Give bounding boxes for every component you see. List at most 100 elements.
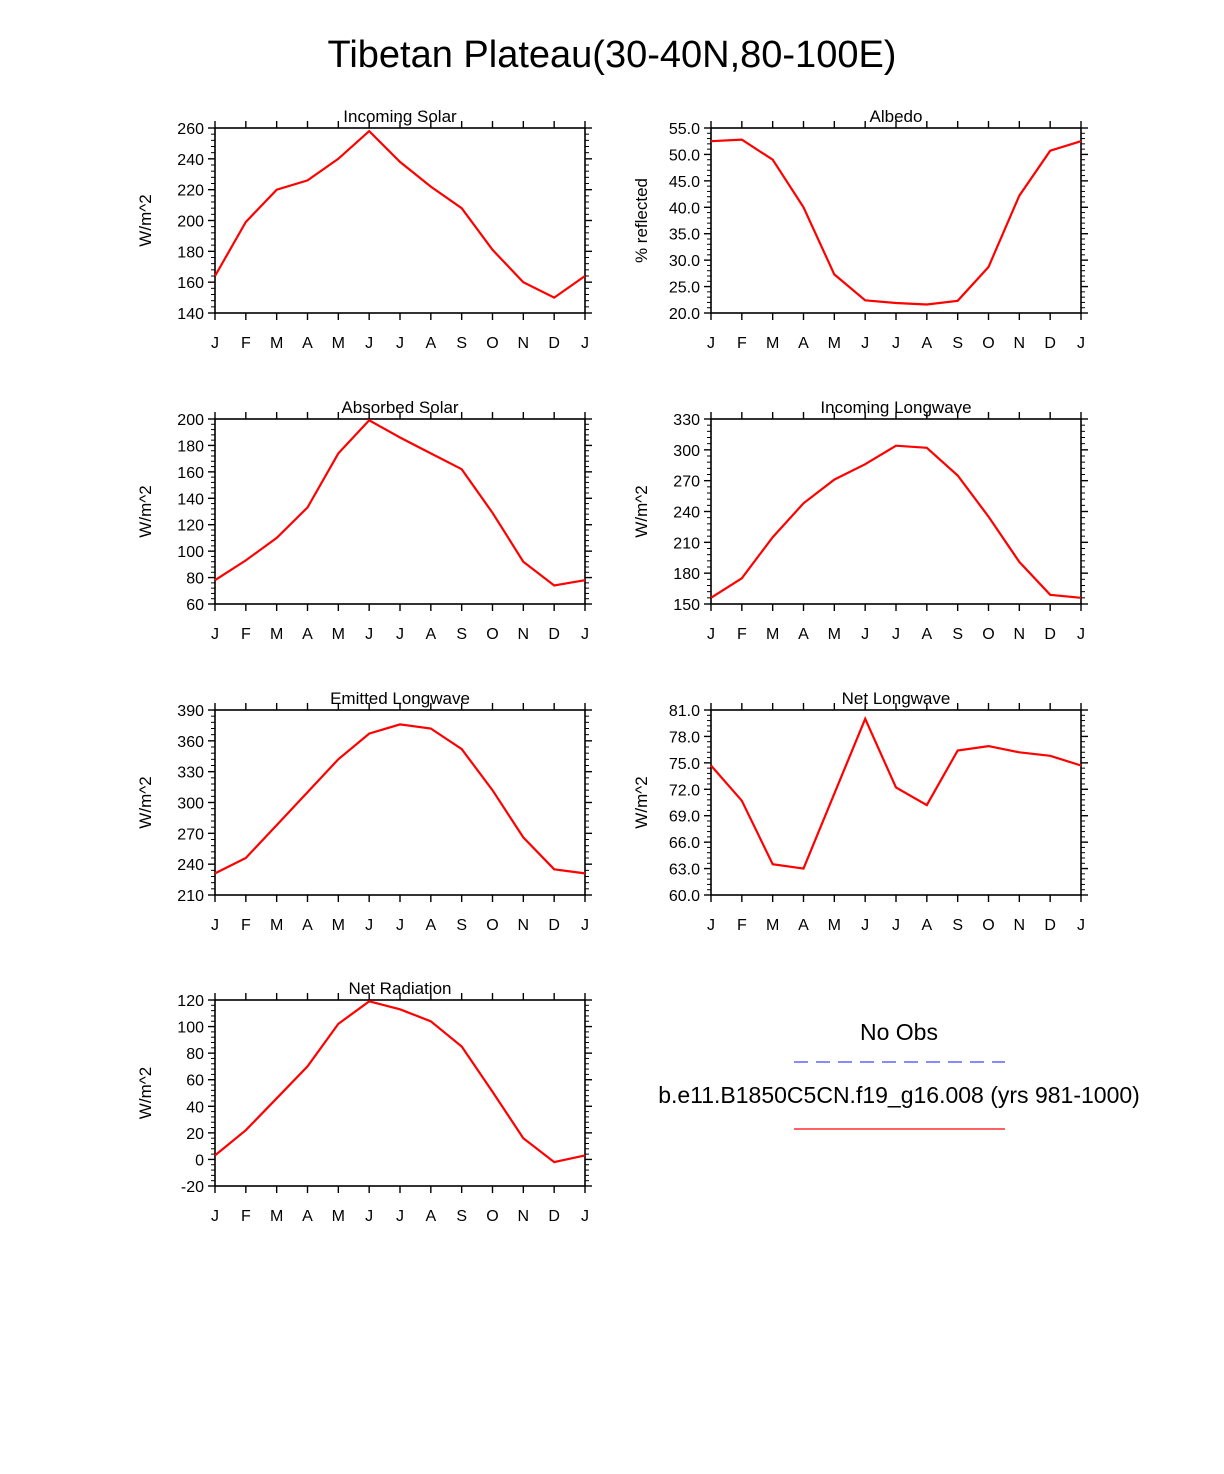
x-tick-label: J <box>581 335 589 352</box>
panel-title-incoming-longwave: Incoming Longwave <box>820 398 971 417</box>
x-tick-label: J <box>707 335 715 352</box>
x-tick-label: A <box>798 626 809 643</box>
panel-title-emitted-longwave: Emitted Longwave <box>330 689 470 708</box>
y-tick-label: 300 <box>177 796 204 813</box>
x-tick-label: O <box>486 626 498 643</box>
x-tick-label: S <box>456 335 467 352</box>
x-tick-label: J <box>707 626 715 643</box>
x-tick-label: J <box>1077 335 1085 352</box>
y-tick-label: 360 <box>177 734 204 751</box>
x-tick-label: J <box>861 626 869 643</box>
x-tick-label: F <box>737 917 747 934</box>
y-tick-label: 140 <box>177 306 204 323</box>
y-tick-label: 60 <box>186 1073 204 1090</box>
y-tick-label: 20 <box>186 1126 204 1143</box>
y-axis-label-absorbed-solar: W/m^2 <box>136 485 155 537</box>
panel-absorbed-solar: Absorbed Solar W/m^2 60 80 100 120 140 160 180 20… <box>136 398 592 643</box>
plot-frame-net-radiation <box>214 999 586 1187</box>
x-tick-label: A <box>921 626 932 643</box>
x-tick-label: F <box>737 335 747 352</box>
x-tick-label: S <box>456 1208 467 1225</box>
y-axis-label-emitted-longwave: W/m^2 <box>136 776 155 828</box>
panel-title-incoming-solar: Incoming Solar <box>343 107 457 126</box>
y-tick-label: 150 <box>673 597 700 614</box>
x-tick-label: J <box>211 335 219 352</box>
series-line-emitted-longwave <box>214 723 586 875</box>
series-line-absorbed-solar <box>214 418 586 587</box>
y-tick-label: 40 <box>186 1099 204 1116</box>
x-tick-label: N <box>1014 335 1026 352</box>
y-tick-label: 20.0 <box>669 306 700 323</box>
x-tick-label: N <box>518 1208 530 1225</box>
y-tick-label: 45.0 <box>669 174 700 191</box>
y-tick-label: 300 <box>673 443 700 460</box>
x-tick-label: S <box>952 917 963 934</box>
x-tick-label: A <box>798 335 809 352</box>
x-tick-label: M <box>828 626 841 643</box>
y-tick-label: 66.0 <box>669 835 700 852</box>
x-tick-label: J <box>396 335 404 352</box>
panel-emitted-longwave: Emitted Longwave W/m^2 210 240 270 300 330 360 3… <box>136 689 592 934</box>
x-tick-label: J <box>581 1208 589 1225</box>
x-tick-label: J <box>892 917 900 934</box>
y-tick-label: 210 <box>673 535 700 552</box>
panel-net-radiation: Net Radiation W/m^2 -20 0 20 40 60 80 100 120 J F M A… <box>136 979 592 1225</box>
y-axis-label-incoming-solar: W/m^2 <box>136 194 155 246</box>
x-tick-label: O <box>486 1208 498 1225</box>
x-tick-label: F <box>737 626 747 643</box>
x-tick-label: O <box>982 335 994 352</box>
x-tick-label: N <box>518 917 530 934</box>
y-tick-label: 60.0 <box>669 888 700 905</box>
y-tick-label: 30.0 <box>669 253 700 270</box>
y-tick-label: 270 <box>673 474 700 491</box>
y-tick-label: 80 <box>186 571 204 588</box>
x-tick-label: J <box>365 1208 373 1225</box>
x-tick-label: D <box>548 917 560 934</box>
x-tick-label: S <box>952 335 963 352</box>
x-tick-label: F <box>241 335 251 352</box>
x-tick-label: J <box>365 335 373 352</box>
x-tick-label: D <box>1044 917 1056 934</box>
x-tick-label: M <box>766 626 779 643</box>
x-tick-label: M <box>332 1208 345 1225</box>
x-tick-label: J <box>211 626 219 643</box>
x-tick-label: N <box>518 626 530 643</box>
x-tick-label: J <box>365 626 373 643</box>
series-line-net-longwave <box>710 716 1082 870</box>
y-tick-label: 78.0 <box>669 729 700 746</box>
panel-title-net-longwave: Net Longwave <box>842 689 951 708</box>
x-tick-label: J <box>211 917 219 934</box>
x-tick-label: M <box>332 917 345 934</box>
x-tick-label: D <box>548 626 560 643</box>
plot-frame-absorbed-solar <box>214 418 586 605</box>
x-tick-label: S <box>952 626 963 643</box>
y-tick-label: 69.0 <box>669 809 700 826</box>
panel-title-net-radiation: Net Radiation <box>348 979 451 998</box>
x-tick-label: J <box>892 626 900 643</box>
y-axis-label-incoming-longwave: W/m^2 <box>632 485 651 537</box>
y-tick-label: 81.0 <box>669 703 700 720</box>
y-tick-label: 50.0 <box>669 147 700 164</box>
y-tick-label: 100 <box>177 544 204 561</box>
series-line-albedo <box>710 138 1082 306</box>
x-tick-label: M <box>766 917 779 934</box>
x-tick-label: A <box>302 1208 313 1225</box>
x-tick-label: N <box>1014 626 1026 643</box>
y-tick-label: 160 <box>177 465 204 482</box>
x-tick-label: J <box>707 917 715 934</box>
x-tick-label: O <box>982 626 994 643</box>
legend: No Obs b.e11.B1850C5CN.f19_g16.008 (yrs … <box>658 1019 1140 1130</box>
x-tick-label: O <box>486 917 498 934</box>
y-axis-label-net-radiation: W/m^2 <box>136 1067 155 1119</box>
panel-net-longwave: Net Longwave W/m^2 60.0 63.0 66.0 69.0 72.0 75.… <box>632 689 1088 934</box>
y-tick-label: 140 <box>177 491 204 508</box>
x-tick-label: D <box>1044 626 1056 643</box>
x-tick-label: M <box>828 335 841 352</box>
x-tick-label: J <box>211 1208 219 1225</box>
y-tick-label: 270 <box>177 826 204 843</box>
y-tick-label: 60 <box>186 597 204 614</box>
plot-frame-net-longwave <box>710 709 1082 896</box>
y-axis-label-net-longwave: W/m^2 <box>632 776 651 828</box>
x-tick-label: O <box>982 917 994 934</box>
x-tick-label: A <box>921 917 932 934</box>
